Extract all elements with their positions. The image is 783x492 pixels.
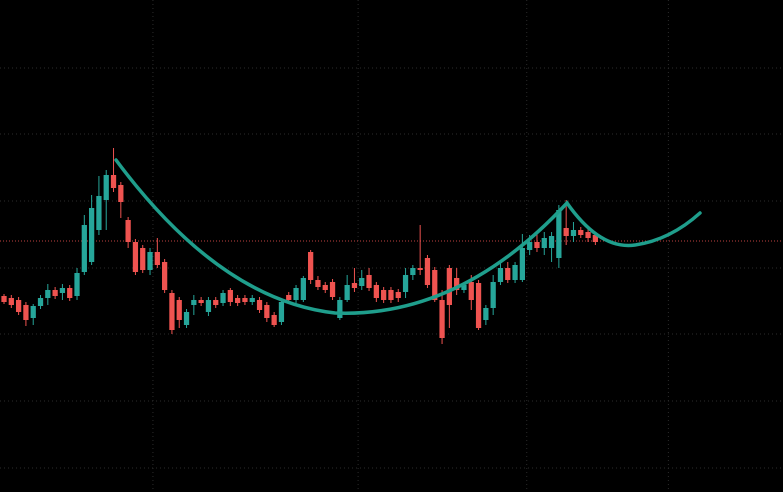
candle-body [125,220,131,242]
candle-body [30,306,36,318]
candle-body [315,280,321,287]
candle-body [15,300,22,312]
candle-body [183,312,190,325]
candle-body [300,278,306,300]
candle-body [585,232,591,238]
candle-body [512,265,518,280]
candle-body [329,282,336,297]
candle-body [381,290,387,300]
candle-body [67,288,73,298]
candle-body [205,300,212,312]
candle-body [534,242,540,248]
candle-body [439,300,445,338]
candle-body [322,285,328,290]
candle-body [45,290,51,298]
candle-body [213,300,219,305]
candle-body [446,268,452,305]
candle-body [344,285,350,300]
candle-body [286,295,292,300]
candle-body [388,290,394,300]
candle-body [293,288,299,300]
candle-body [454,278,460,290]
candle-body [366,275,372,288]
candle-body [147,252,153,270]
candle-body [475,283,482,328]
candle-body [483,308,489,320]
candle-body [519,248,525,280]
candle-body [468,282,474,300]
candle-body [308,252,314,280]
candle-body [402,275,409,292]
candle-body [220,293,226,303]
candle-body [556,210,562,258]
candle-body [256,300,263,310]
candle-body [592,235,599,242]
candle-body [337,300,343,318]
candle-body [132,242,139,272]
candle-body [74,273,80,296]
candle-body [52,290,58,296]
candle-body [23,305,29,320]
candle-body [162,262,168,290]
candle-body [351,283,358,288]
candle-body [432,270,438,300]
candle-body [490,282,496,308]
candle-body [527,242,533,250]
candle-body [8,298,14,305]
candle-body [81,225,87,272]
candle-body [59,288,66,293]
candle-body [497,268,504,282]
candle-body [1,296,7,302]
candle-body [548,236,555,248]
candle-body [395,292,401,298]
candles [1,148,599,344]
candle-body [424,258,431,285]
candle-body [461,285,467,290]
candle-body [278,302,285,322]
candle-body [169,293,175,330]
candle-body [37,298,44,306]
candle-body [118,185,124,202]
candle-body [103,175,109,200]
candle-body [271,315,277,325]
candle-body [227,290,233,302]
candle-body [154,252,160,265]
candle-body [359,278,365,286]
candle-body [110,175,117,188]
candle-body [264,305,270,318]
candle-body [176,300,182,320]
candle-body [242,298,248,302]
candle-body [417,268,423,270]
candle-body [505,268,511,280]
candle-body [410,268,416,275]
candle-body [96,196,102,230]
candle-body [578,230,584,235]
candle-body [563,228,569,236]
candle-body [373,285,379,298]
candle-body [235,298,241,303]
candle-body [541,238,547,248]
candle-body [140,248,146,270]
candle-body [191,300,197,305]
candle-body [249,298,255,302]
candle-body [88,208,95,262]
candle-body [570,230,577,236]
cup-handle-drawing [114,158,702,315]
candle-body [198,300,204,303]
